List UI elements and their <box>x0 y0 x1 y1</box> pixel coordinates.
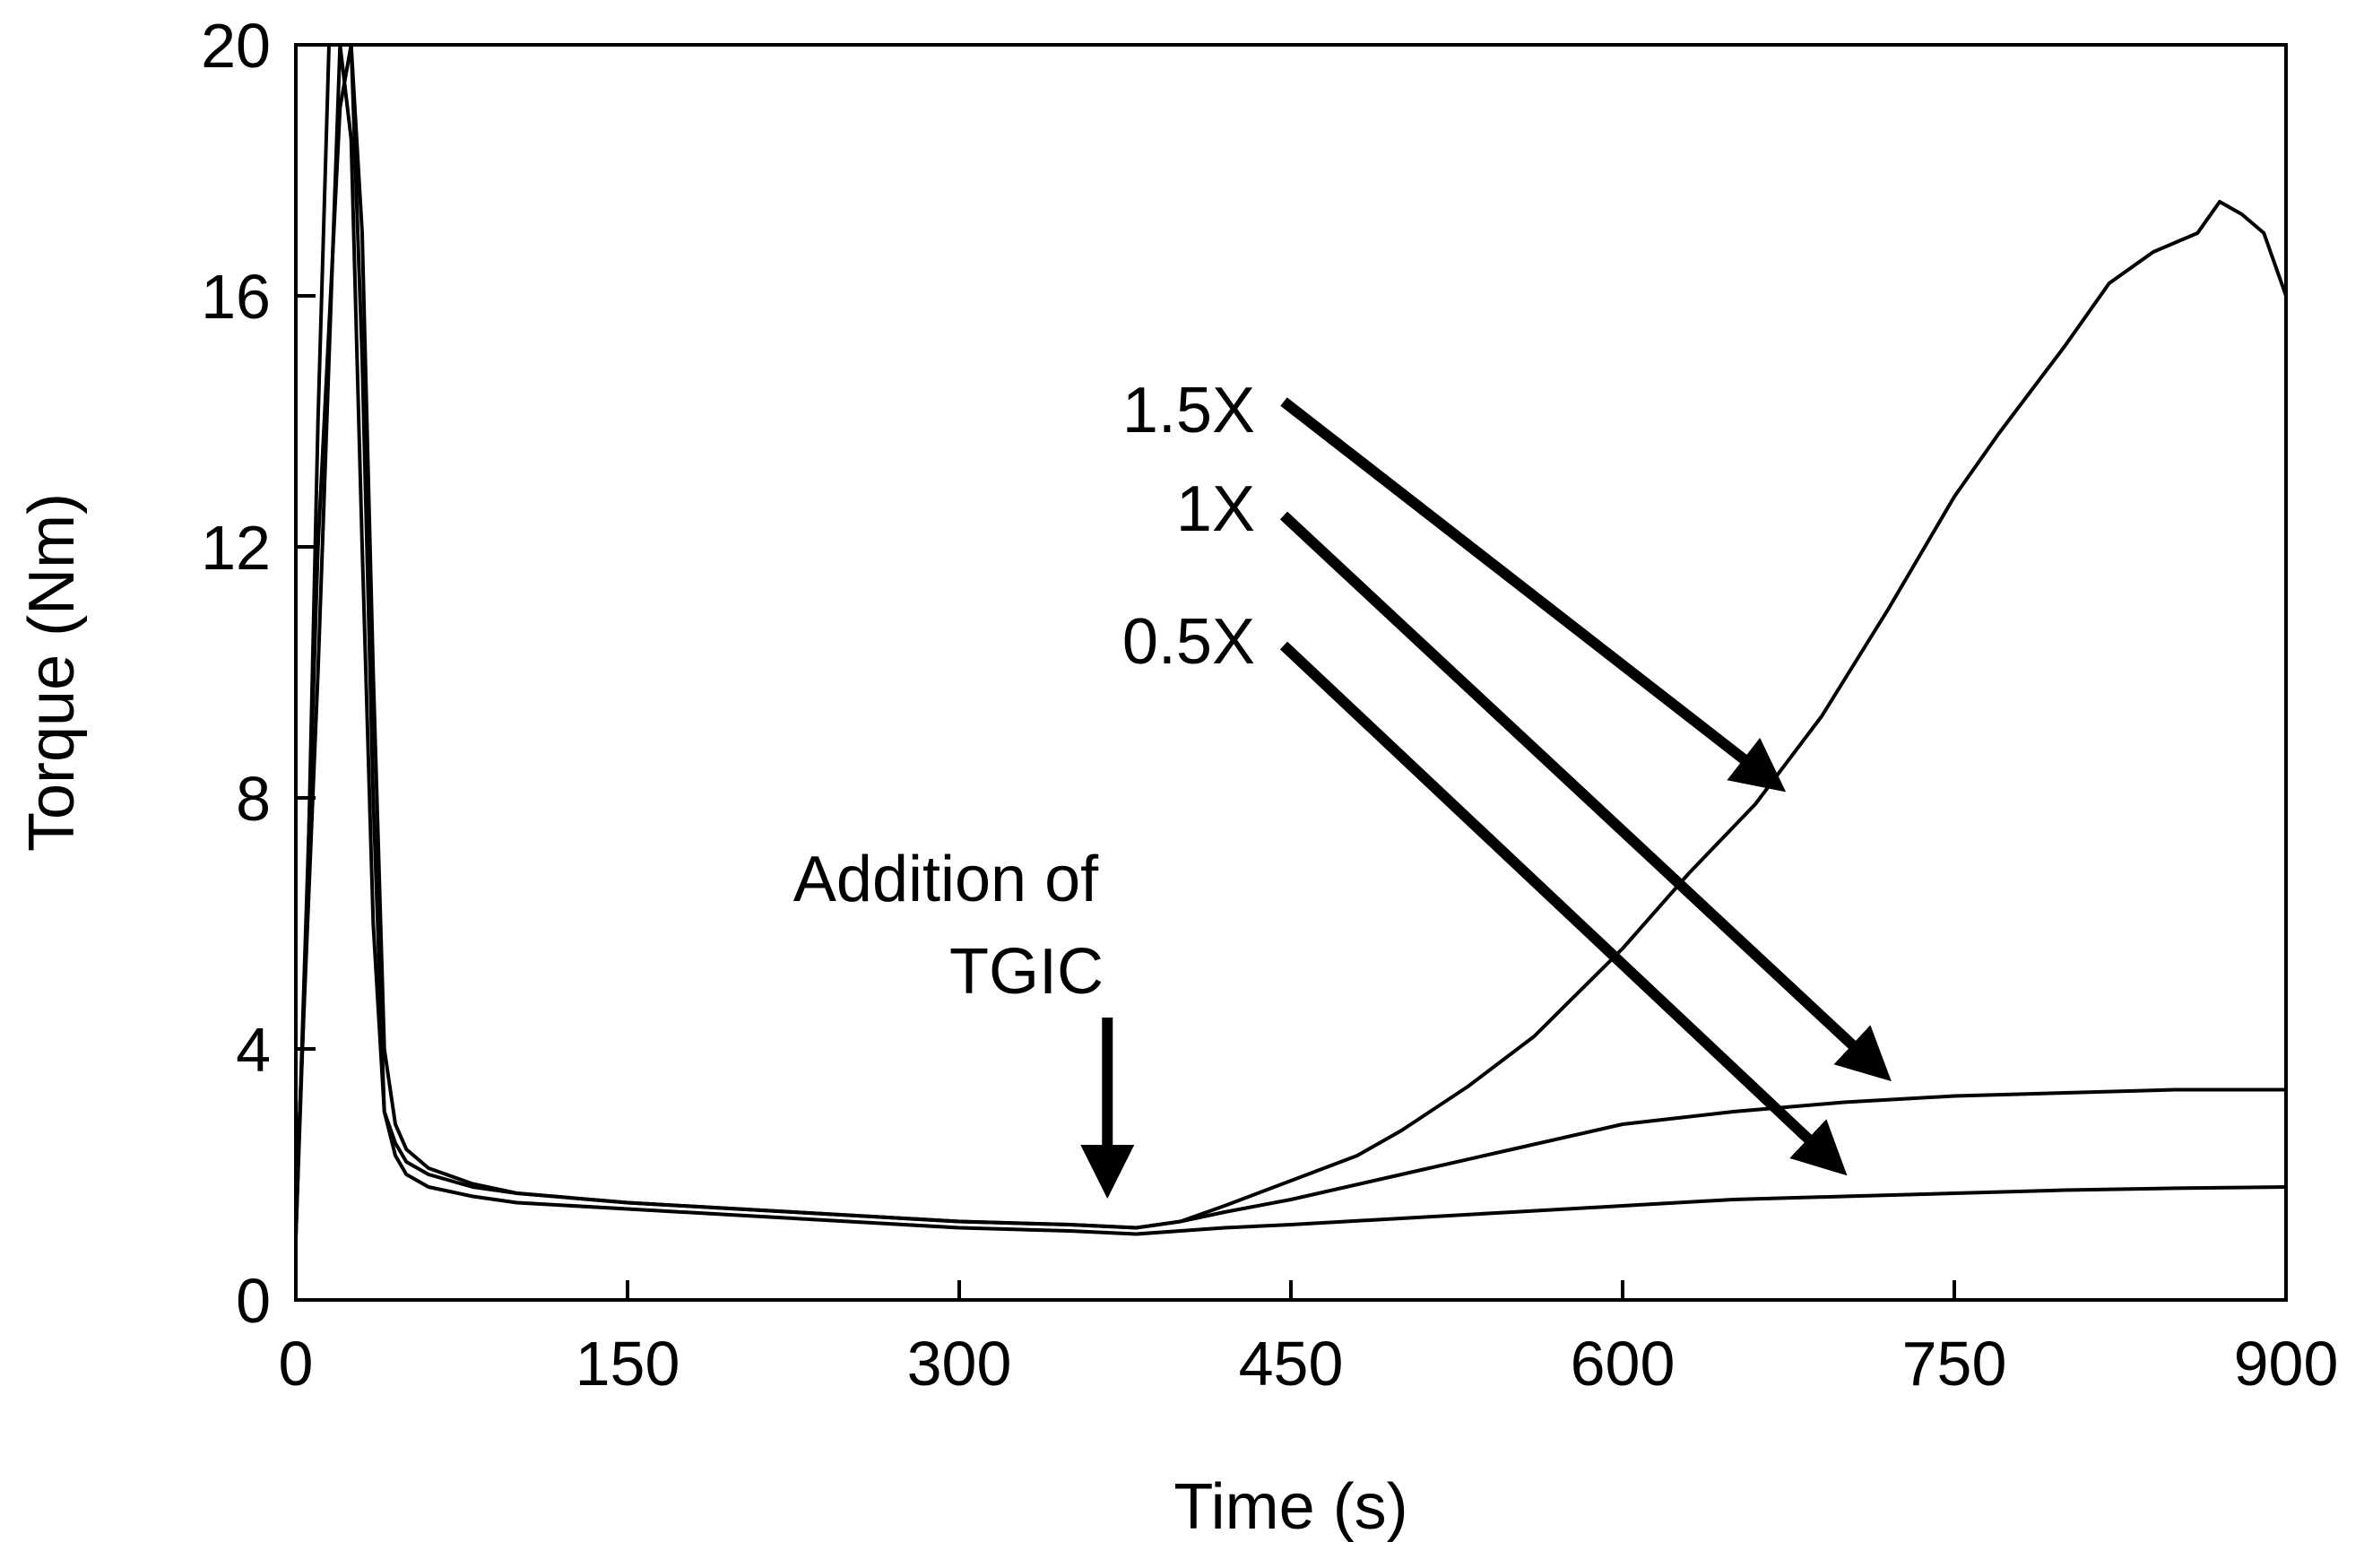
series-line-15X <box>296 45 2286 1239</box>
label-05x-arrow <box>1279 641 1848 1176</box>
x-tick-label: 150 <box>576 1329 680 1399</box>
x-tick-label: 0 <box>279 1329 314 1399</box>
label-15x-arrow <box>1280 397 1787 793</box>
series-line-1X <box>296 45 2286 1230</box>
tgic-annotation-line-1: Addition of <box>793 844 1099 915</box>
label-1x-arrow <box>1279 511 1892 1082</box>
label-15x-text: 1.5X <box>1122 375 1255 446</box>
x-tick-label: 900 <box>2234 1329 2339 1399</box>
x-tick-label: 600 <box>1571 1329 1676 1399</box>
y-tick-label: 4 <box>236 1015 271 1085</box>
tgic-annotation-line-2: TGIC <box>949 936 1104 1008</box>
y-tick-label: 8 <box>236 764 271 834</box>
x-axis: 0 150 300 450 600 750 900 <box>279 1280 2339 1399</box>
series-layer <box>296 45 2286 1239</box>
y-tick-label: 16 <box>201 262 271 332</box>
x-tick-label: 300 <box>907 1329 1012 1399</box>
label-05x-text: 0.5X <box>1122 606 1255 678</box>
annotation-layer: Addition of TGIC 1.5X 1X 0.5X <box>793 375 1892 1199</box>
y-tick-label: 0 <box>236 1266 271 1336</box>
x-tick-label: 750 <box>1902 1329 2007 1399</box>
y-tick-label: 12 <box>201 513 271 583</box>
x-tick-label: 450 <box>1239 1329 1344 1399</box>
series-line-05X <box>296 45 2286 1239</box>
y-axis-title: Torque (Nm) <box>16 493 88 852</box>
label-1x-text: 1X <box>1176 473 1255 545</box>
plot-frame <box>294 43 2288 1302</box>
x-axis-title: Time (s) <box>1173 1471 1407 1543</box>
y-tick-label: 20 <box>201 11 271 81</box>
y-axis: 0 4 8 12 16 20 <box>201 11 316 1336</box>
